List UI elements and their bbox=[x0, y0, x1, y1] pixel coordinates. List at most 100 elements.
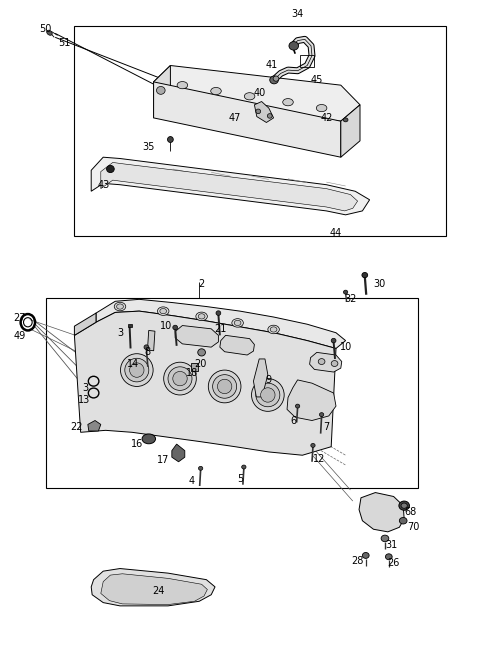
Ellipse shape bbox=[399, 501, 409, 510]
Text: 26: 26 bbox=[387, 558, 400, 569]
Bar bbox=[147, 330, 155, 351]
Ellipse shape bbox=[343, 290, 348, 294]
Polygon shape bbox=[154, 82, 341, 157]
Ellipse shape bbox=[381, 535, 389, 542]
Ellipse shape bbox=[283, 99, 293, 106]
Ellipse shape bbox=[318, 359, 325, 364]
Polygon shape bbox=[175, 326, 218, 347]
Ellipse shape bbox=[173, 325, 178, 330]
Text: 43: 43 bbox=[97, 179, 109, 190]
Ellipse shape bbox=[217, 379, 232, 394]
Polygon shape bbox=[88, 421, 101, 431]
Ellipse shape bbox=[385, 554, 392, 559]
Text: 10: 10 bbox=[339, 342, 352, 352]
Polygon shape bbox=[310, 352, 342, 372]
Text: 44: 44 bbox=[330, 228, 342, 238]
Text: 35: 35 bbox=[143, 142, 155, 153]
Polygon shape bbox=[74, 26, 446, 236]
Ellipse shape bbox=[168, 137, 173, 143]
Ellipse shape bbox=[114, 302, 126, 310]
Ellipse shape bbox=[256, 109, 261, 114]
Ellipse shape bbox=[289, 42, 299, 50]
Text: 51: 51 bbox=[59, 37, 71, 48]
Text: 41: 41 bbox=[265, 60, 277, 71]
Ellipse shape bbox=[331, 338, 336, 343]
Text: 22: 22 bbox=[71, 422, 83, 432]
Ellipse shape bbox=[270, 76, 278, 84]
Polygon shape bbox=[46, 298, 418, 488]
Text: 6: 6 bbox=[291, 415, 297, 426]
Ellipse shape bbox=[399, 517, 407, 524]
Ellipse shape bbox=[160, 309, 167, 314]
Text: 34: 34 bbox=[291, 9, 304, 20]
Polygon shape bbox=[96, 299, 346, 348]
Text: 30: 30 bbox=[373, 278, 385, 289]
Text: 5: 5 bbox=[237, 474, 243, 485]
Text: 14: 14 bbox=[127, 358, 140, 369]
Text: 28: 28 bbox=[351, 556, 364, 567]
Ellipse shape bbox=[107, 165, 114, 173]
Text: 24: 24 bbox=[152, 586, 165, 596]
Polygon shape bbox=[341, 105, 360, 157]
Ellipse shape bbox=[117, 304, 123, 309]
Text: 68: 68 bbox=[404, 507, 417, 517]
Ellipse shape bbox=[273, 76, 279, 81]
Ellipse shape bbox=[125, 358, 149, 382]
Text: 3: 3 bbox=[117, 328, 123, 338]
Polygon shape bbox=[172, 444, 185, 462]
Ellipse shape bbox=[261, 388, 275, 402]
Bar bbox=[191, 363, 198, 371]
Text: 45: 45 bbox=[311, 75, 323, 85]
Ellipse shape bbox=[316, 105, 327, 111]
Polygon shape bbox=[101, 162, 358, 211]
Text: 47: 47 bbox=[229, 113, 241, 123]
Ellipse shape bbox=[208, 370, 241, 403]
Ellipse shape bbox=[311, 443, 315, 447]
Ellipse shape bbox=[343, 118, 348, 122]
Text: 31: 31 bbox=[385, 540, 397, 550]
Ellipse shape bbox=[216, 310, 221, 316]
Ellipse shape bbox=[401, 503, 407, 508]
Ellipse shape bbox=[164, 362, 196, 395]
Text: 13: 13 bbox=[78, 394, 90, 405]
Ellipse shape bbox=[142, 434, 156, 444]
Ellipse shape bbox=[156, 86, 165, 94]
Ellipse shape bbox=[242, 465, 246, 469]
Ellipse shape bbox=[177, 82, 188, 89]
Ellipse shape bbox=[157, 307, 169, 316]
Polygon shape bbox=[253, 359, 268, 397]
Ellipse shape bbox=[173, 371, 187, 386]
Polygon shape bbox=[154, 66, 360, 121]
Text: 12: 12 bbox=[313, 453, 325, 464]
Text: 8: 8 bbox=[145, 347, 151, 358]
Text: 20: 20 bbox=[194, 358, 207, 369]
Ellipse shape bbox=[256, 383, 280, 407]
Text: 4: 4 bbox=[189, 476, 195, 487]
Polygon shape bbox=[154, 66, 170, 118]
Ellipse shape bbox=[234, 320, 241, 326]
Ellipse shape bbox=[213, 375, 237, 398]
Ellipse shape bbox=[211, 87, 221, 95]
Polygon shape bbox=[287, 380, 336, 421]
Text: 21: 21 bbox=[215, 324, 227, 334]
Text: 27: 27 bbox=[13, 312, 25, 323]
Text: 18: 18 bbox=[186, 368, 198, 379]
Ellipse shape bbox=[47, 30, 52, 35]
Ellipse shape bbox=[270, 327, 277, 332]
Text: 42: 42 bbox=[320, 113, 333, 123]
Text: 50: 50 bbox=[39, 24, 52, 35]
Text: 17: 17 bbox=[157, 455, 169, 465]
Polygon shape bbox=[91, 569, 215, 606]
Ellipse shape bbox=[130, 363, 144, 377]
Text: 3: 3 bbox=[83, 383, 88, 393]
Ellipse shape bbox=[295, 404, 300, 408]
Ellipse shape bbox=[199, 466, 203, 470]
Polygon shape bbox=[254, 102, 274, 122]
Text: 16: 16 bbox=[131, 439, 143, 449]
Ellipse shape bbox=[331, 360, 338, 366]
Polygon shape bbox=[74, 311, 336, 455]
Text: 32: 32 bbox=[344, 294, 357, 305]
Ellipse shape bbox=[268, 325, 279, 333]
Ellipse shape bbox=[252, 379, 284, 411]
Ellipse shape bbox=[168, 367, 192, 390]
